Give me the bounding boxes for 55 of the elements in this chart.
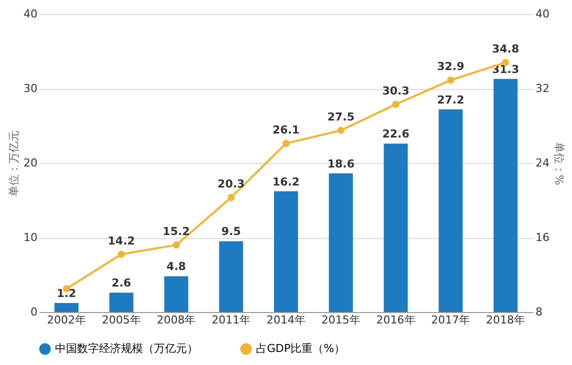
y-tick-label: 30 (24, 82, 38, 95)
data-label: 20.3 (218, 177, 245, 190)
point (392, 100, 400, 108)
data-label: 27.2 (437, 93, 464, 106)
data-label: 16.2 (272, 175, 300, 188)
bar (109, 292, 134, 312)
bar (164, 276, 188, 312)
x-tick-label: 2005年 (102, 314, 141, 326)
y-tick-label: 10 (24, 231, 38, 244)
y-axis-title: 单位：万亿元 (8, 130, 21, 196)
y-tick-label: 40 (24, 8, 38, 20)
legend-label: 占GDP比重（%） (256, 342, 346, 355)
data-label: 4.8 (166, 260, 186, 274)
data-label: 22.6 (382, 128, 410, 141)
point (337, 126, 344, 134)
bar (54, 303, 78, 312)
y2-tick-label: 32 (536, 82, 550, 95)
data-label: 9.5 (221, 225, 241, 238)
y2-axis-title: 单位：% (552, 142, 566, 186)
x-tick-label: 2015年 (321, 314, 360, 326)
x-tick-label: 2011年 (212, 314, 251, 326)
point (447, 76, 454, 84)
data-label: 27.5 (327, 110, 354, 124)
data-label: 2.6 (112, 276, 132, 290)
bar (274, 191, 298, 312)
data-label: 18.6 (327, 157, 355, 170)
data-label: 1.2 (56, 287, 76, 300)
bar (494, 78, 518, 312)
x-tick-label: 2018年 (486, 314, 526, 326)
data-label: 26.1 (272, 123, 300, 136)
point (118, 250, 125, 258)
bar (438, 109, 463, 312)
legend-label: 中国数字经济规模（万亿元） (55, 342, 198, 355)
x-tick-label: 2016年 (376, 314, 416, 326)
point (172, 241, 180, 248)
bar (384, 144, 408, 312)
y2-tick-label: 16 (536, 231, 550, 244)
x-tick-label: 2017年 (431, 314, 470, 326)
x-tick-label: 2002年 (46, 314, 86, 326)
y2-tick-label: 24 (536, 156, 550, 170)
y-tick-label: 20 (24, 156, 38, 170)
x-tick-label: 2014年 (266, 314, 306, 326)
y-tick-label: 0 (30, 306, 38, 318)
y2-tick-label: 40 (536, 8, 550, 20)
data-label: 15.2 (162, 224, 190, 238)
data-label: 32.9 (437, 60, 464, 74)
point (282, 140, 290, 147)
data-label: 30.3 (382, 84, 410, 98)
data-label: 14.2 (108, 234, 135, 248)
x-tick-label: 2008年 (156, 314, 196, 326)
bar (328, 173, 353, 312)
data-label: 34.8 (492, 42, 520, 56)
bar (219, 241, 244, 312)
point (228, 194, 235, 201)
y2-tick-label: 8 (536, 306, 542, 318)
